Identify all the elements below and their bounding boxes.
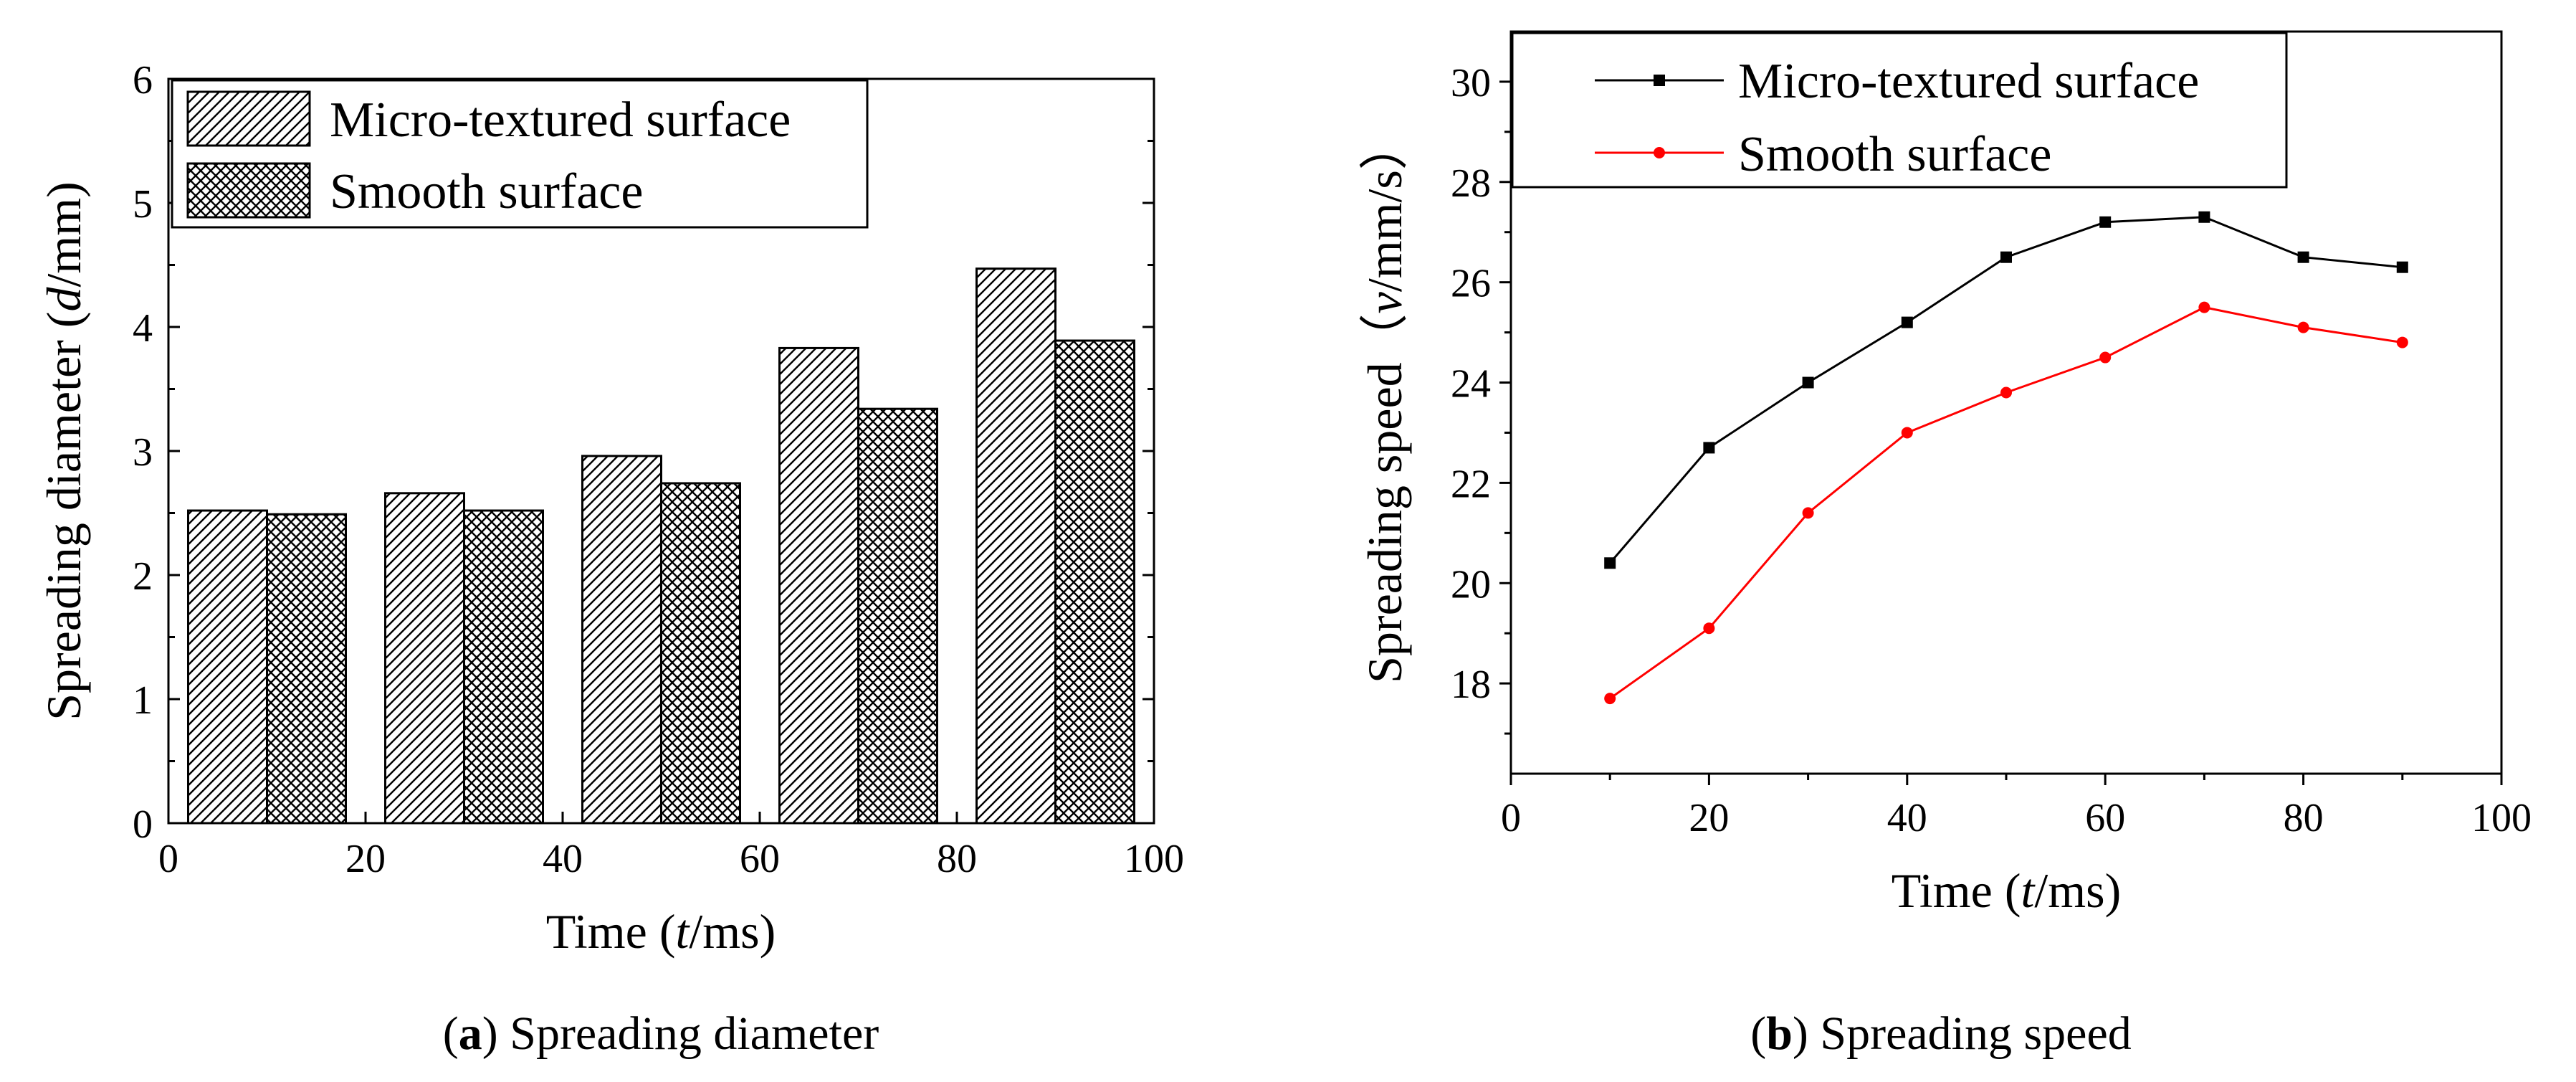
legend-label-micro: Micro-textured surface bbox=[1738, 54, 2199, 109]
data-point bbox=[2000, 386, 2012, 399]
legend-marker-smooth bbox=[1654, 147, 1665, 158]
y-tick-label: 30 bbox=[1451, 61, 1491, 105]
caption-b: (b) Spreading speed bbox=[1750, 1007, 2132, 1060]
legend-label-smooth: Smooth surface bbox=[330, 164, 643, 219]
x-tick-label: 80 bbox=[937, 837, 977, 881]
y-tick-label: 5 bbox=[133, 182, 153, 227]
y-tick-label: 4 bbox=[133, 306, 153, 351]
bar bbox=[1054, 339, 1135, 825]
y-tick-label: 26 bbox=[1451, 262, 1491, 306]
legend-swatch-micro bbox=[186, 90, 311, 147]
y-tick-label: 28 bbox=[1451, 161, 1491, 206]
bar bbox=[660, 482, 741, 825]
legend: Micro-textured surface Smooth surface bbox=[1511, 32, 2288, 189]
x-tick-label: 0 bbox=[158, 837, 178, 881]
data-point bbox=[1703, 442, 1715, 454]
y-tick-label: 1 bbox=[133, 678, 153, 723]
data-point bbox=[2099, 351, 2112, 364]
bar bbox=[266, 513, 347, 825]
data-point bbox=[2198, 211, 2210, 223]
y-tick-label: 22 bbox=[1451, 462, 1491, 506]
x-tick-label: 100 bbox=[1124, 837, 1184, 881]
bar bbox=[463, 509, 544, 825]
legend-box bbox=[1511, 32, 2288, 189]
legend-label-smooth: Smooth surface bbox=[1738, 127, 2051, 182]
y-tick-label: 3 bbox=[133, 430, 153, 475]
y-tick-label: 20 bbox=[1451, 562, 1491, 607]
data-point bbox=[2099, 216, 2112, 228]
panel-a: 0 20 40 60 80 100 0 1 2 3 4 5 6 Micro-textured surfa… bbox=[37, 58, 1184, 1060]
x-tick-label: 40 bbox=[543, 837, 583, 881]
data-point bbox=[1901, 427, 1913, 439]
data-point bbox=[2396, 261, 2408, 273]
x-tick-label: 20 bbox=[345, 837, 386, 881]
bar bbox=[778, 346, 859, 825]
x-tick-label: 80 bbox=[2284, 796, 2324, 840]
x-tick-label: 40 bbox=[1887, 796, 1927, 840]
bar bbox=[187, 509, 268, 825]
bar bbox=[581, 455, 662, 825]
caption-a: (a) Spreading diameter bbox=[443, 1007, 879, 1060]
axis-ticks: 0 20 40 60 80 100 0 1 2 3 4 5 6 bbox=[133, 58, 1184, 881]
x-axis-label: Time (t/ms) bbox=[546, 904, 776, 959]
x-tick-label: 60 bbox=[740, 837, 780, 881]
data-point bbox=[1604, 693, 1616, 705]
x-tick-label: 20 bbox=[1689, 796, 1729, 840]
y-axis-label: Spreading diameter (d/mm) bbox=[37, 181, 91, 721]
data-point bbox=[1604, 557, 1616, 569]
panel-b: 0 20 40 60 80 100 18 20 22 24 26 28 30 Micro-texture… bbox=[1358, 30, 2532, 1060]
data-point bbox=[1901, 316, 1913, 328]
y-tick-label: 2 bbox=[133, 554, 153, 599]
data-point bbox=[2297, 251, 2309, 263]
y-tick-label: 18 bbox=[1451, 663, 1491, 707]
legend-marker-micro bbox=[1654, 75, 1665, 86]
data-point bbox=[2297, 321, 2309, 333]
legend: Micro-textured surface Smooth surface bbox=[171, 79, 869, 229]
series-lines bbox=[1604, 211, 2408, 705]
x-tick-label: 100 bbox=[2471, 796, 2532, 840]
y-tick-label: 6 bbox=[133, 58, 153, 103]
legend-swatch-smooth bbox=[186, 162, 311, 219]
series-line bbox=[1609, 306, 2403, 700]
y-axis-label: Spreading speed（v/mm/s） bbox=[1358, 121, 1412, 683]
data-point bbox=[1802, 376, 1814, 389]
y-tick-label: 0 bbox=[133, 802, 153, 847]
data-point bbox=[2396, 336, 2408, 348]
data-point bbox=[2000, 251, 2012, 263]
bar bbox=[384, 492, 465, 825]
x-tick-label: 0 bbox=[1501, 796, 1521, 840]
y-tick-label: 24 bbox=[1451, 362, 1491, 407]
axis-ticks: 0 20 40 60 80 100 18 20 22 24 26 28 30 bbox=[1451, 61, 2532, 840]
legend-label-micro: Micro-textured surface bbox=[330, 92, 791, 148]
data-point bbox=[1802, 507, 1814, 519]
data-point bbox=[2198, 301, 2210, 313]
x-axis-label: Time (t/ms) bbox=[1892, 863, 2122, 918]
bar bbox=[975, 267, 1056, 825]
x-tick-label: 60 bbox=[2085, 796, 2125, 840]
bar-group bbox=[187, 267, 1135, 825]
data-point bbox=[1703, 622, 1715, 635]
bar bbox=[857, 407, 938, 825]
